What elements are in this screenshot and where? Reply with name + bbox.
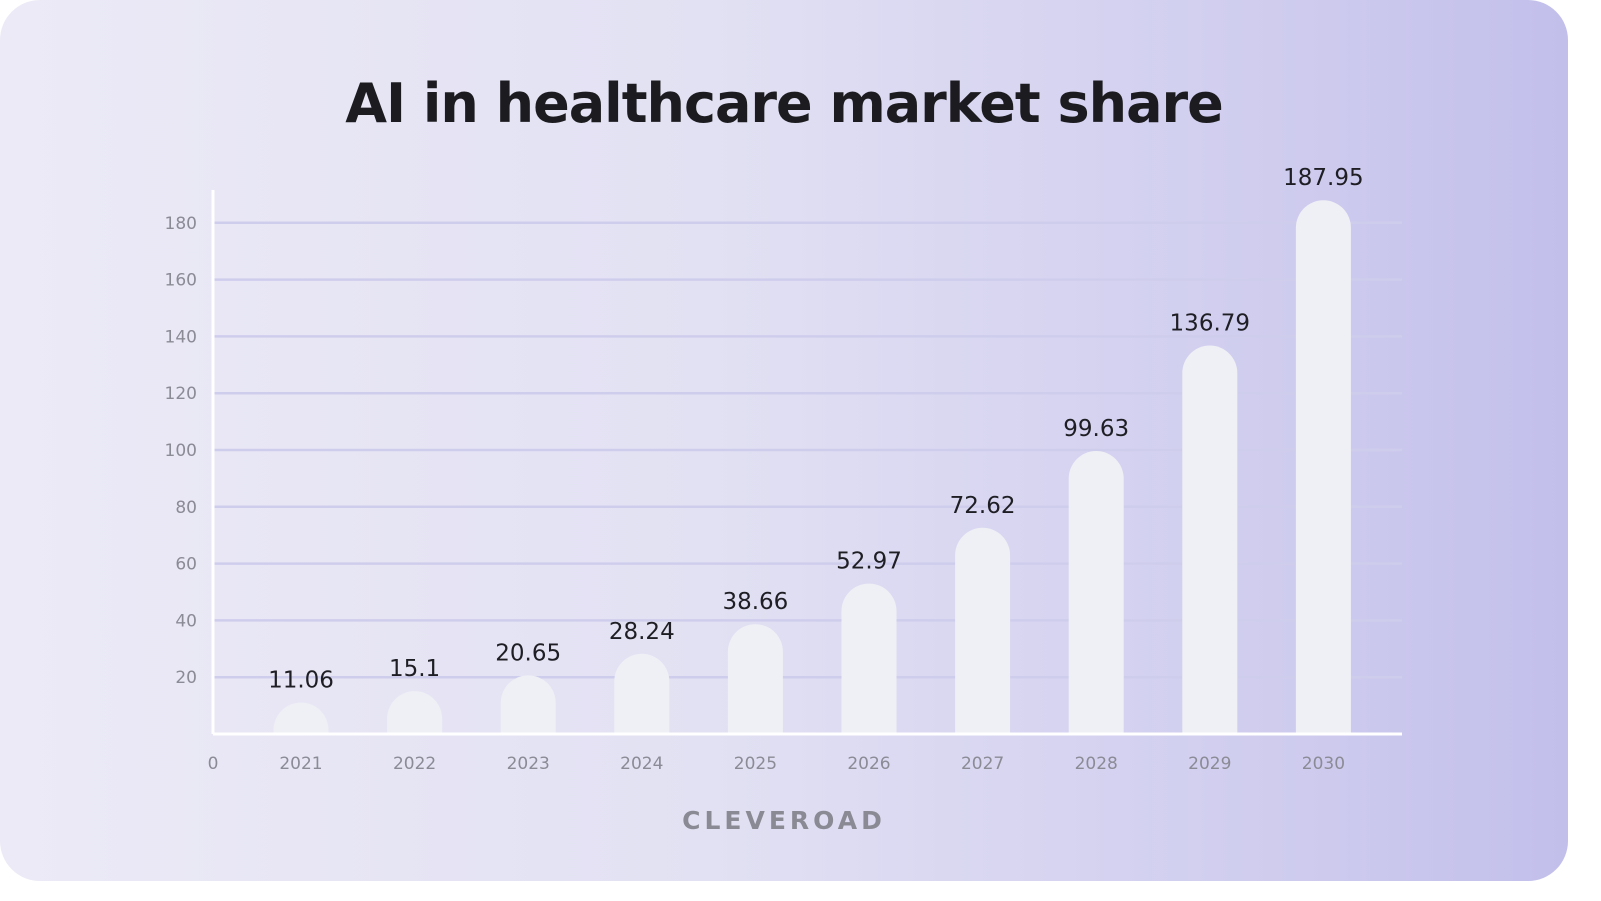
value-label-2021: 11.06 — [268, 668, 334, 694]
brand-logo: CLEVEROAD — [682, 806, 886, 835]
x-tick-label-2027: 2027 — [961, 754, 1004, 774]
bar-2028 — [1068, 451, 1124, 734]
value-label-2029: 136.79 — [1170, 311, 1250, 337]
value-label-2024: 28.24 — [609, 619, 675, 645]
x-tick-label-2022: 2022 — [393, 754, 436, 774]
y-tick-label-60: 60 — [175, 555, 197, 575]
y-tick-label-100: 100 — [165, 441, 197, 461]
value-label-2023: 20.65 — [495, 640, 561, 666]
value-label-2028: 99.63 — [1063, 416, 1129, 442]
value-label-2030: 187.95 — [1283, 165, 1363, 191]
bar-2022 — [387, 691, 443, 734]
bar-2027 — [955, 527, 1011, 734]
origin-label: 0 — [208, 754, 219, 774]
bar-chart: 20 40 60 80 100 120 140 160 180 0 2021 2022 2023 202… — [165, 165, 1402, 774]
y-tick-label-180: 180 — [165, 214, 197, 234]
bar-2030 — [1295, 200, 1351, 735]
bar-2025 — [727, 624, 783, 734]
value-label-2026: 52.97 — [836, 549, 902, 575]
grid-lines — [213, 221, 1402, 679]
y-tick-label-80: 80 — [175, 498, 197, 518]
chart-card: AI in healthcare market share 20 40 60 80 10… — [0, 0, 1568, 881]
bars — [273, 200, 1351, 735]
value-labels: 11.06 15.1 20.65 28.24 38.66 52.97 72.62 99.63 1… — [268, 165, 1364, 693]
y-axis-ticks: 20 40 60 80 100 120 140 160 180 — [165, 214, 197, 688]
y-tick-label-40: 40 — [175, 611, 197, 631]
x-tick-label-2021: 2021 — [279, 754, 322, 774]
y-tick-label-160: 160 — [165, 271, 197, 291]
x-tick-label-2029: 2029 — [1188, 754, 1231, 774]
chart-title: AI in healthcare market share — [345, 72, 1224, 135]
x-tick-label-2024: 2024 — [620, 754, 663, 774]
bar-2021 — [273, 702, 329, 734]
x-axis-ticks: 0 2021 2022 2023 2024 2025 2026 2027 2028 2029 203… — [208, 754, 1345, 774]
y-tick-label-120: 120 — [165, 384, 197, 404]
value-label-2027: 72.62 — [950, 493, 1016, 519]
bar-2026 — [841, 583, 897, 734]
x-tick-label-2023: 2023 — [507, 754, 550, 774]
y-tick-label-140: 140 — [165, 327, 197, 347]
x-tick-label-2026: 2026 — [847, 754, 890, 774]
bar-2024 — [614, 653, 670, 734]
y-tick-label-20: 20 — [175, 668, 197, 688]
x-tick-label-2028: 2028 — [1075, 754, 1118, 774]
value-label-2025: 38.66 — [722, 589, 788, 615]
x-tick-label-2025: 2025 — [734, 754, 777, 774]
value-label-2022: 15.1 — [389, 656, 440, 682]
bar-2023 — [500, 675, 556, 734]
x-tick-label-2030: 2030 — [1302, 754, 1345, 774]
bar-2029 — [1182, 345, 1238, 734]
axes — [211, 190, 1402, 736]
